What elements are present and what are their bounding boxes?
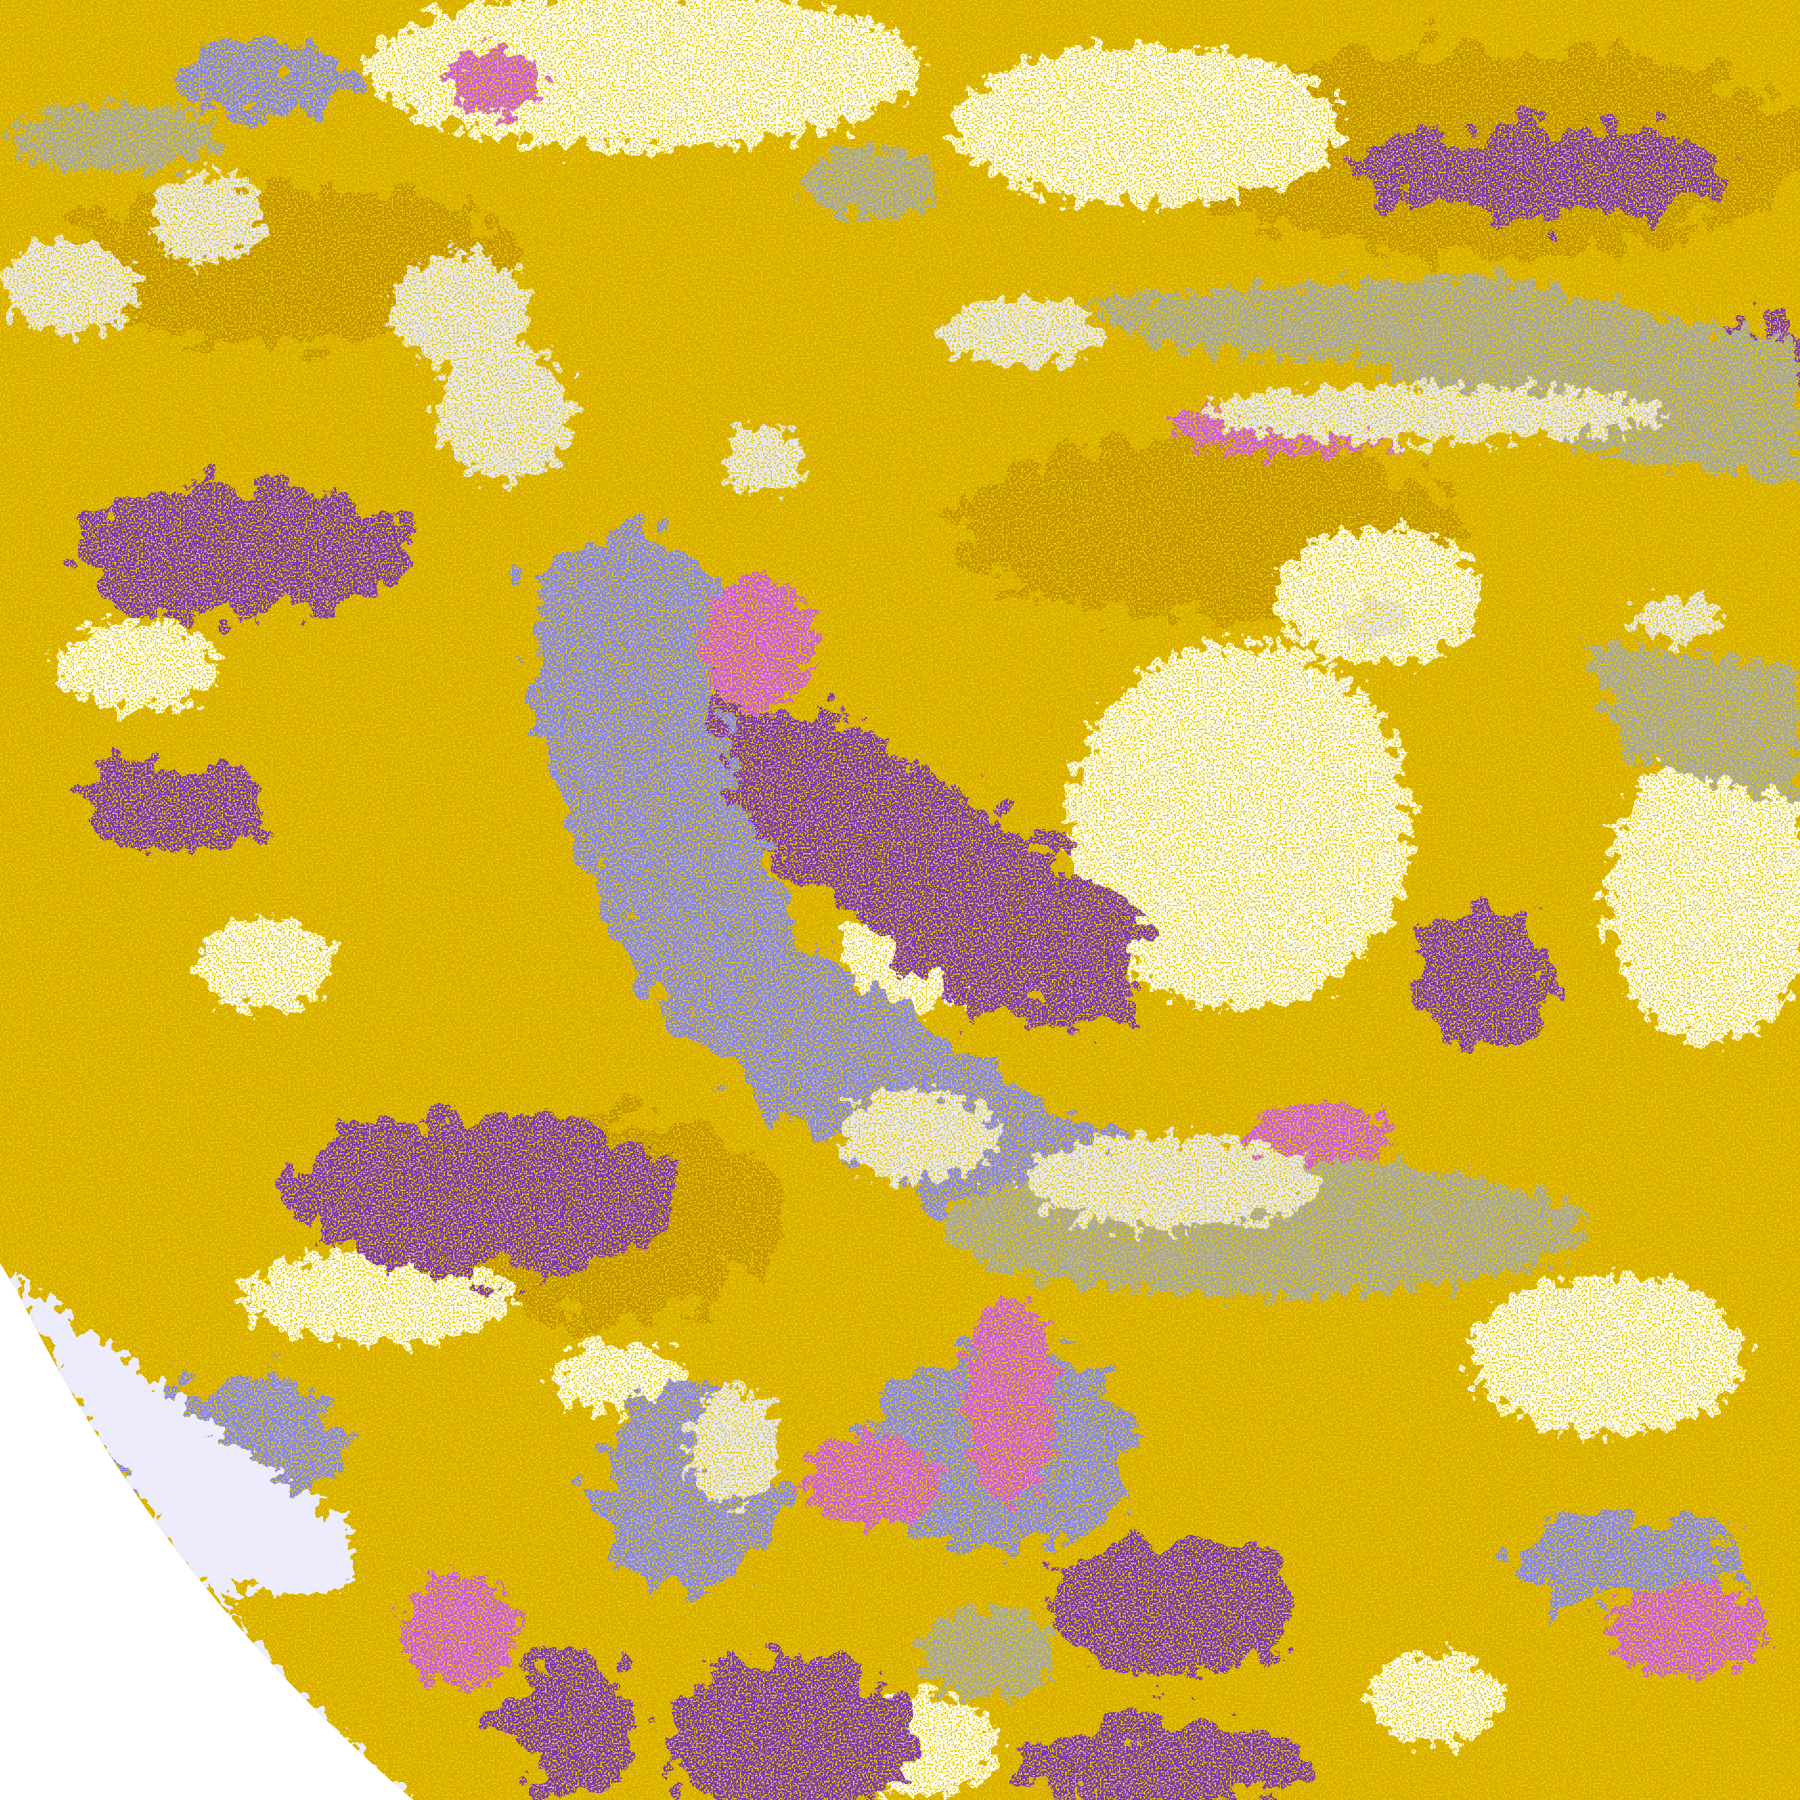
limb-haze bbox=[0, 1262, 414, 1800]
